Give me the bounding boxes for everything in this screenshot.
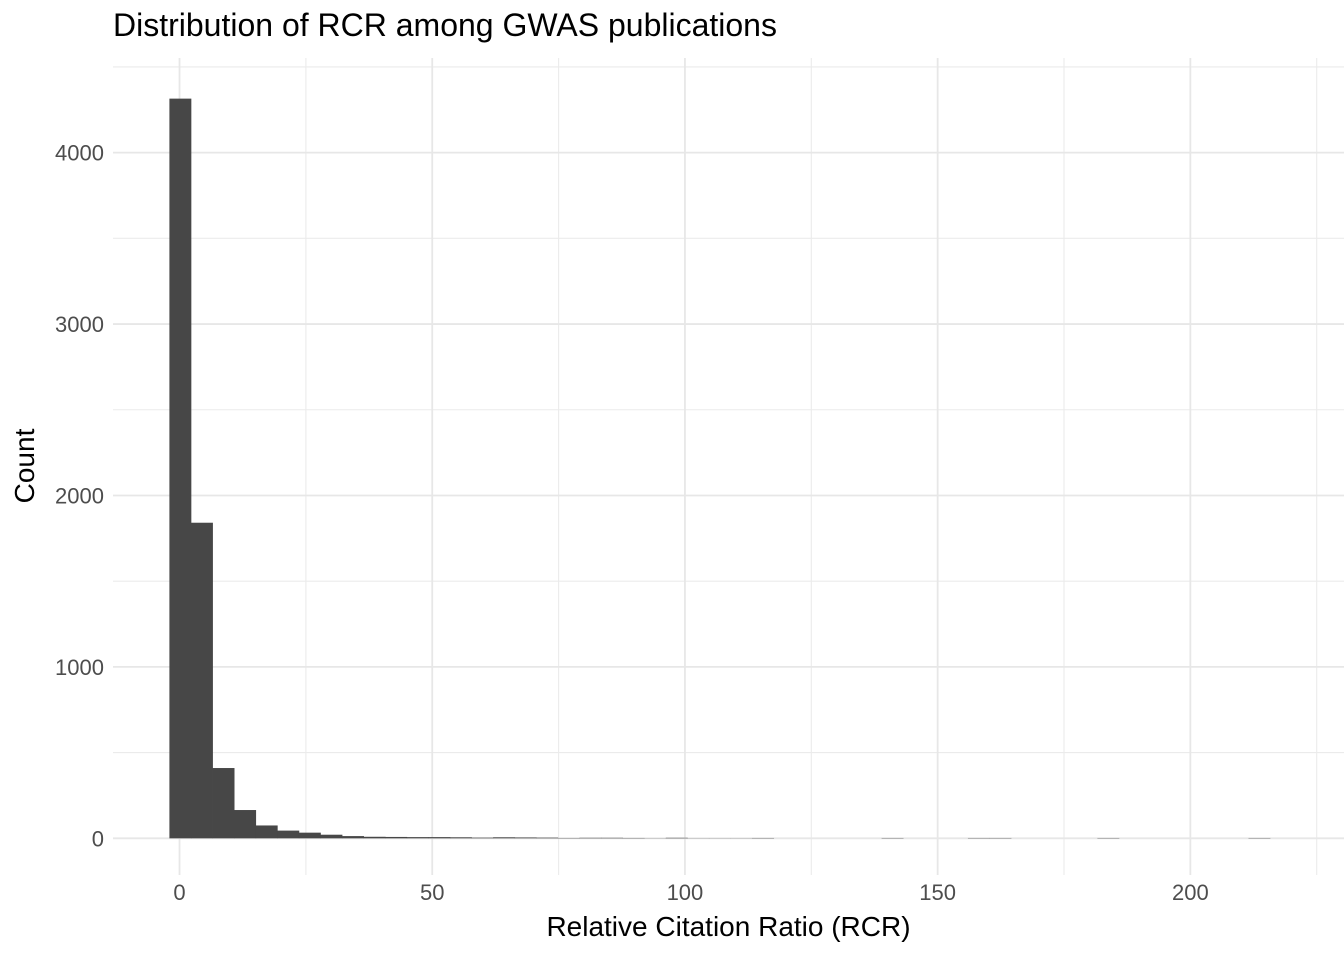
histogram-bar: [406, 837, 429, 839]
y-tick-label: 3000: [55, 312, 104, 337]
histogram-bar: [190, 522, 213, 839]
histogram-bar: [385, 836, 408, 839]
histogram-bar: [579, 837, 602, 839]
histogram-bar: [212, 768, 235, 839]
y-tick-label: 0: [92, 826, 104, 851]
histogram-bar: [493, 837, 516, 839]
y-tick-label: 4000: [55, 141, 104, 166]
histogram-bar: [234, 810, 257, 839]
x-tick-label: 200: [1172, 880, 1209, 905]
x-tick-label: 150: [919, 880, 956, 905]
histogram-bar: [169, 98, 192, 839]
histogram-bar: [601, 837, 623, 839]
y-tick-label: 1000: [55, 655, 104, 680]
x-tick-label: 50: [420, 880, 444, 905]
y-tick-label: 2000: [55, 483, 104, 508]
histogram-bar: [428, 837, 451, 839]
histogram-bar: [320, 834, 343, 839]
histogram-bar: [536, 837, 559, 839]
histogram-bar: [665, 837, 688, 839]
y-axis-title: Count: [9, 428, 40, 504]
histogram-bar: [255, 825, 278, 839]
plot-title: Distribution of RCR among GWAS publicati…: [113, 7, 777, 43]
histogram-bar: [471, 837, 494, 839]
histogram-bar: [342, 836, 364, 839]
histogram-bar: [277, 830, 300, 839]
histogram-bar: [514, 837, 537, 839]
histogram-bar: [298, 832, 321, 839]
histogram-bar: [363, 836, 386, 839]
x-axis-title: Relative Citation Ratio (RCR): [546, 911, 911, 942]
x-tick-label: 0: [173, 880, 185, 905]
histogram-bar: [449, 837, 472, 839]
x-tick-label: 100: [667, 880, 704, 905]
